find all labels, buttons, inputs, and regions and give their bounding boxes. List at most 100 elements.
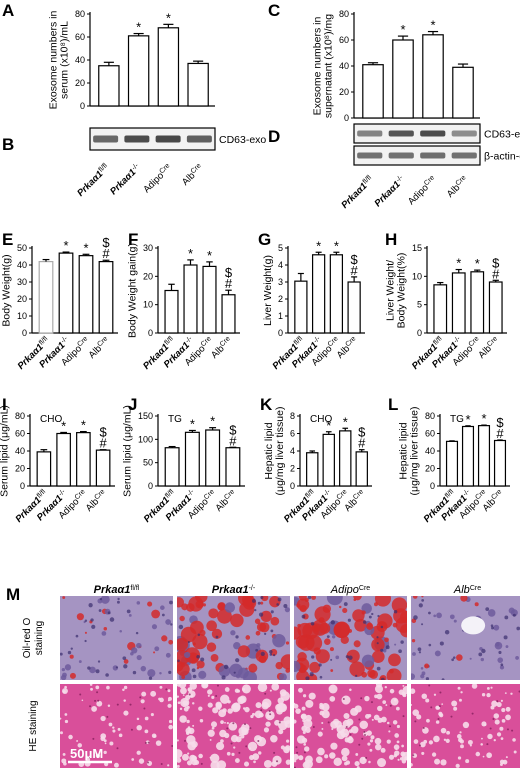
chart-panel-L: L 0 20 40 60 80 Hepatic lipid (μg/mg liver tiss… <box>388 395 510 525</box>
blot-label: β-actin-cyto <box>484 151 520 163</box>
bar-A-2 <box>157 27 180 107</box>
y-tick-label: 80 <box>425 411 435 421</box>
y-tick-label: 0 <box>20 481 25 491</box>
bar-A-1 <box>127 35 150 107</box>
significance-mark: # <box>496 426 504 441</box>
y-tick-label: 30 <box>143 243 153 253</box>
panel-letter-H: H <box>385 230 397 249</box>
category-label: Prkaα1fl/fl <box>75 162 112 199</box>
panel-letter-L: L <box>388 395 398 414</box>
column-title: AdipoCre <box>330 584 371 596</box>
significance-mark: $ <box>102 235 110 250</box>
chart-panel-C: C 0 20 40 60 80 Exosome numbers in supernatant … <box>268 1 480 123</box>
y-tick-label: 20 <box>425 464 435 474</box>
significance-mark: * <box>136 20 141 35</box>
significance-mark: $ <box>496 415 504 430</box>
panel-letter-E: E <box>2 230 13 249</box>
y-tick-label: 10 <box>412 271 422 281</box>
bar-I-2 <box>76 432 91 487</box>
blot-band <box>155 135 181 143</box>
bar-I-0 <box>36 451 52 487</box>
significance-mark: * <box>430 18 435 33</box>
y-tick-label: 0 <box>278 328 283 338</box>
y-axis-label: Body Weight(g) <box>1 254 13 326</box>
blot-band <box>451 130 477 137</box>
panel-note: CHO <box>310 414 332 425</box>
oil-red-tile <box>294 596 407 680</box>
y-tick-label: 80 <box>15 411 25 421</box>
y-tick-label: 6 <box>290 429 295 439</box>
column-title: Prkaα1fl/fl <box>94 584 140 596</box>
blot-band <box>357 130 383 137</box>
y-tick-label: 2 <box>278 294 283 304</box>
significance-mark: $ <box>229 422 237 437</box>
significance-mark: $ <box>100 425 108 440</box>
y-tick-label: 60 <box>425 429 435 439</box>
y-tick-label: 20 <box>75 78 85 88</box>
significance-mark: * <box>316 238 321 253</box>
significance-mark: * <box>465 412 470 427</box>
bar-I-3 <box>95 449 111 487</box>
significance-mark: $ <box>492 255 500 270</box>
y-axis-label: Hepatic lipid <box>398 422 410 479</box>
panel-letter-G: G <box>258 230 271 249</box>
significance-mark: * <box>83 240 88 255</box>
bar-I-1 <box>56 432 71 487</box>
y-tick-label: 40 <box>17 260 27 270</box>
y-tick-label: 80 <box>75 9 85 19</box>
significance-mark: # <box>492 266 500 281</box>
bar-K-2 <box>339 430 352 487</box>
panel-letter-B: B <box>2 135 14 154</box>
bar-F-3 <box>221 294 236 334</box>
y-tick-label: 15 <box>412 243 422 253</box>
significance-mark: # <box>102 246 110 261</box>
significance-mark: # <box>229 433 237 448</box>
category-label: AlbCre <box>213 488 239 514</box>
y-tick-label: 10 <box>17 311 27 321</box>
y-tick-label: 10 <box>143 300 153 310</box>
bar-A-3 <box>187 62 209 107</box>
y-tick-label: 0 <box>430 481 435 491</box>
panel-letter-A: A <box>2 1 14 20</box>
blot-band <box>420 152 446 159</box>
y-axis-label: Liver Weight/ <box>385 260 397 321</box>
y-tick-label: 8 <box>290 411 295 421</box>
panel-note: TG <box>450 414 464 425</box>
significance-mark: # <box>225 276 233 291</box>
oil-red-tile <box>177 596 290 680</box>
bar-E-1 <box>58 252 74 334</box>
column-title: Prkaα1-/- <box>212 584 256 596</box>
significance-mark: # <box>358 436 366 451</box>
y-tick-label: 40 <box>339 61 349 71</box>
blot-panel-D: D CD63-exo β-actin-cyto Prkaα1fl/flPrkaα1-/… <box>268 123 520 211</box>
y-tick-label: 60 <box>75 32 85 42</box>
y-tick-label: 40 <box>75 55 85 65</box>
y-tick-label: 0 <box>148 328 153 338</box>
y-axis-label: (μg/mg liver tissue) <box>274 407 286 496</box>
y-tick-label: 50 <box>17 243 27 253</box>
y-tick-label: 50 <box>143 458 153 468</box>
bar-F-1 <box>183 264 198 334</box>
bar-J-2 <box>205 429 221 487</box>
he-tile <box>177 684 290 768</box>
significance-mark: * <box>188 246 193 261</box>
y-axis-label: Serum lipid (μg/mL) <box>121 405 133 497</box>
panel-letter-K: K <box>260 395 273 414</box>
category-label: AlbCre <box>86 335 112 361</box>
y-tick-label: 20 <box>17 294 27 304</box>
category-label: AlbCre <box>209 335 235 361</box>
bar-C-0 <box>362 64 384 119</box>
he-tile <box>60 684 173 768</box>
y-tick-label: 60 <box>15 429 25 439</box>
category-label: AlbCre <box>83 488 109 514</box>
category-label: AlbCre <box>180 162 206 188</box>
y-tick-label: 4 <box>290 446 295 456</box>
category-label: AdipoCre <box>406 174 439 207</box>
y-axis-label: Liver Weight(g) <box>262 255 274 326</box>
y-tick-label: 80 <box>339 9 349 19</box>
y-tick-label: 20 <box>15 464 25 474</box>
